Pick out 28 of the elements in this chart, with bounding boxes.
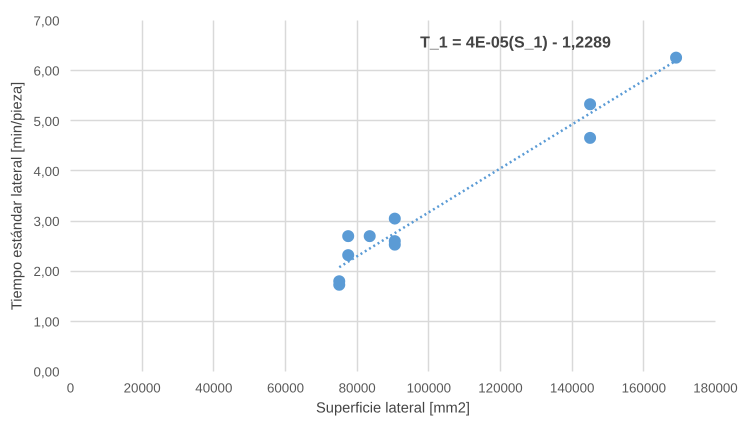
- point: [342, 249, 354, 262]
- point: [364, 230, 376, 242]
- x-tick-label: 160000: [622, 380, 666, 396]
- point: [388, 212, 401, 225]
- point: [584, 132, 596, 144]
- y-axis-title: Tiempo estándar lateral [min/pieza]: [10, 82, 26, 310]
- y-tick-label: 1,00: [34, 314, 60, 330]
- x-tick-label: 80000: [338, 380, 376, 396]
- y-tick-label: 2,00: [34, 264, 60, 280]
- x-tick-label: 20000: [124, 380, 161, 396]
- x-tick-label: 180000: [693, 380, 738, 396]
- annotation: T_1 = 4E-05(S_1) - 1,2289: [420, 34, 611, 52]
- y-tick-label: 3,00: [34, 214, 60, 230]
- point: [670, 52, 682, 64]
- y-tick-label: 6,00: [34, 64, 60, 79]
- x-tick-label: 60000: [266, 380, 304, 396]
- point: [584, 98, 596, 110]
- point: [342, 230, 354, 242]
- x-tick-label: 0: [66, 380, 74, 396]
- x-tick-label: 100000: [406, 380, 452, 396]
- y-tick-label: 0,00: [34, 364, 60, 380]
- x-tick-label: 40000: [195, 380, 232, 396]
- y-tick-label: 4,00: [34, 164, 60, 179]
- y-tick-label: 7,00: [34, 14, 60, 28]
- y-tick-label: 5,00: [34, 114, 60, 129]
- x-tick-label: 120000: [478, 380, 523, 396]
- x-tick-label: 140000: [550, 380, 594, 396]
- x-axis-title: Superficie lateral [mm2]: [316, 400, 470, 416]
